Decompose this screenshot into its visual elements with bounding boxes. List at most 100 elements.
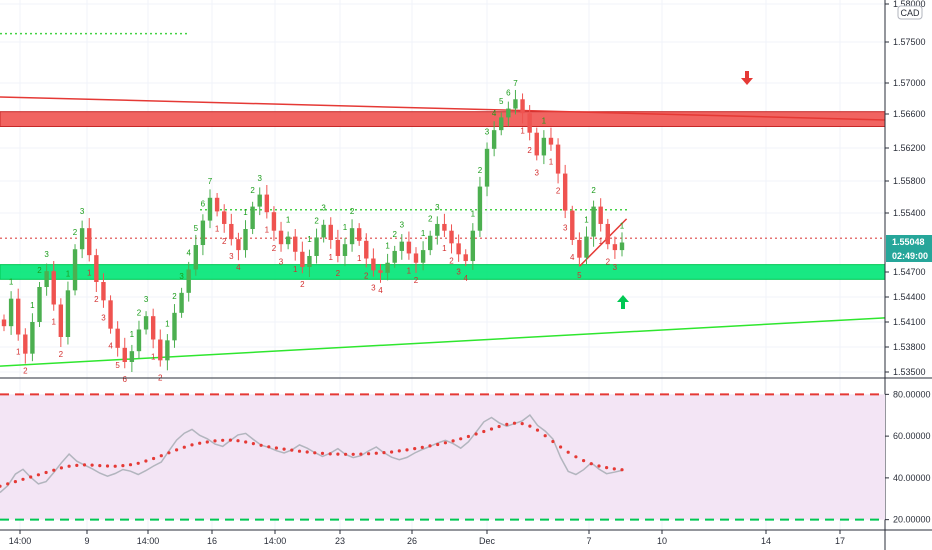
- rsi-signal-dot: [374, 451, 378, 455]
- candle-body: [165, 340, 170, 361]
- x-tick-label: 14:00: [9, 536, 32, 546]
- sequence-count: 2: [414, 276, 419, 285]
- sequence-count: 2: [336, 269, 341, 278]
- candle-body: [101, 282, 106, 301]
- sequence-count: 5: [115, 361, 120, 370]
- rsi-signal-dot: [512, 421, 517, 425]
- sequence-count: 3: [485, 128, 490, 137]
- rsi-signal-dot: [190, 443, 194, 447]
- rsi-signal-dot: [405, 448, 409, 452]
- candle-body: [484, 148, 490, 187]
- candle-body: [378, 270, 383, 273]
- candle-body: [229, 223, 234, 240]
- currency-badge[interactable]: CAD: [897, 5, 923, 20]
- rsi-pane[interactable]: [0, 393, 885, 521]
- rsi-signal-dot: [36, 473, 41, 477]
- candle-body: [293, 236, 298, 252]
- rsi-signal-dot: [98, 464, 102, 468]
- x-tick-label: 26: [407, 536, 417, 546]
- y-tick-label: 1.57500: [893, 37, 926, 47]
- rsi-signal-dot: [274, 446, 278, 450]
- rsi-axis[interactable]: 80.00000 60.00000 40.00000 20.00000: [885, 389, 931, 525]
- rsi-signal-dot: [52, 468, 56, 472]
- rsi-signal-dot: [359, 452, 363, 456]
- sequence-count: 2: [478, 166, 483, 175]
- candle-body: [44, 271, 49, 287]
- candle-body: [598, 206, 603, 224]
- candle-body: [115, 328, 120, 348]
- y-tick-label: 1.54700: [893, 267, 926, 277]
- candle-body: [328, 224, 333, 240]
- buy-arrow-head: [617, 295, 629, 302]
- rsi-tick-label: 20.00000: [893, 515, 931, 525]
- rsi-signal-dot: [589, 462, 593, 466]
- sequence-count: 2: [23, 367, 28, 376]
- sell-arrow-head: [741, 78, 753, 85]
- y-tick-label: 1.53500: [893, 367, 926, 377]
- x-tick-label: 14:00: [264, 536, 287, 546]
- price-pane[interactable]: [0, 0, 885, 378]
- sequence-count: 3: [279, 257, 284, 266]
- candle-body: [513, 99, 518, 109]
- sequence-count: 1: [329, 253, 334, 262]
- rsi-signal-dot: [128, 463, 133, 467]
- sequence-count: 5: [499, 97, 504, 106]
- candle-body: [470, 230, 476, 262]
- sequence-count: 3: [371, 283, 376, 292]
- rsi-signal-dot: [451, 439, 455, 443]
- x-tick-label: Dec: [479, 536, 496, 546]
- sequence-count: 2: [59, 350, 64, 359]
- rsi-signal-dot: [605, 466, 609, 470]
- sequence-count: 4: [378, 286, 383, 295]
- rsi-signal-dot: [489, 427, 494, 431]
- sequence-count: 6: [201, 200, 206, 209]
- candle-body: [584, 236, 589, 258]
- candle-body: [463, 254, 468, 262]
- x-tick-label: 10: [657, 536, 667, 546]
- candle-body: [16, 298, 21, 335]
- rsi-signal-dot: [228, 438, 232, 442]
- sequence-count: 1: [30, 301, 35, 310]
- sequence-count: 4: [492, 109, 497, 118]
- candle-body: [570, 210, 575, 240]
- candle-body: [250, 206, 255, 230]
- sequence-count: 7: [208, 177, 213, 186]
- rsi-signal-dot: [551, 439, 555, 444]
- rsi-signal-dot: [497, 424, 501, 429]
- y-tick-label: 1.54100: [893, 317, 926, 327]
- sequence-count: 1: [542, 117, 547, 126]
- candle-body: [300, 251, 305, 267]
- candle-body: [23, 334, 28, 354]
- sequence-count: 1: [66, 269, 71, 278]
- sequence-count: 1: [584, 215, 589, 224]
- rsi-signal-dot: [290, 448, 294, 452]
- candle-body: [193, 245, 198, 270]
- candle-body: [477, 186, 483, 231]
- rsi-signal-dot: [75, 463, 79, 467]
- y-tick-label: 1.57000: [893, 78, 926, 88]
- rsi-signal-dot: [505, 422, 509, 426]
- time-axis[interactable]: 14:00 9 14:00 16 14:00 23 26 Dec 7 10 14 17: [9, 530, 845, 546]
- candle-body: [413, 253, 419, 263]
- sequence-count: 1: [385, 242, 390, 251]
- last-price-badge: 1.55048 02:49:00: [886, 235, 932, 262]
- sequence-count: 3: [229, 252, 234, 261]
- sequence-count: 1: [165, 319, 170, 328]
- candle-body: [222, 211, 227, 224]
- rsi-signal-dot: [21, 477, 25, 481]
- candle-body: [491, 130, 497, 149]
- ascending-green-trendline: [0, 317, 886, 367]
- x-tick-label: 14:00: [137, 536, 160, 546]
- candle-body: [392, 250, 397, 263]
- rsi-signal-dot: [244, 440, 248, 444]
- x-tick-label: 23: [335, 536, 345, 546]
- price-axis[interactable]: 1.58000 1.57500 1.57000 1.56600 1.56200 1.558…: [885, 0, 926, 377]
- x-tick-label: 7: [586, 536, 591, 546]
- sequence-count: 1: [442, 244, 447, 253]
- rsi-signal-dot: [397, 449, 401, 453]
- sequence-count: 3: [257, 174, 262, 183]
- candle-body: [527, 113, 532, 133]
- rsi-signal-dot: [282, 447, 286, 451]
- sequence-count: 1: [293, 265, 298, 274]
